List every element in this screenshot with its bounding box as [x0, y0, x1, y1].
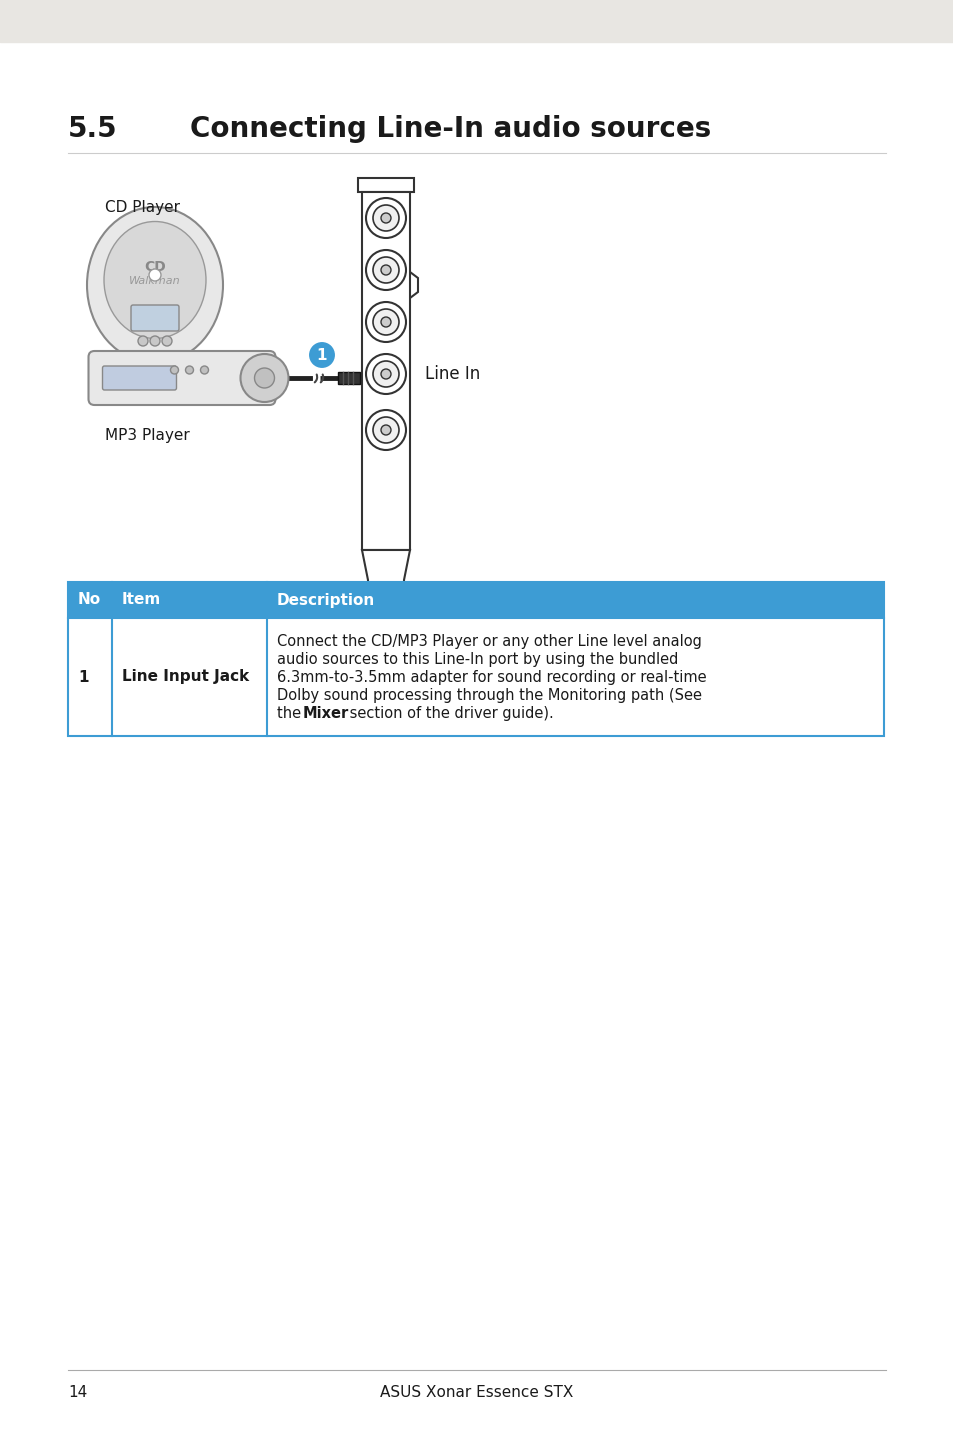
Circle shape	[308, 341, 335, 370]
Text: Walkman: Walkman	[129, 276, 181, 286]
Circle shape	[150, 336, 160, 347]
FancyBboxPatch shape	[131, 305, 179, 331]
Circle shape	[380, 426, 391, 436]
Bar	[68, 618, 883, 736]
Circle shape	[380, 213, 391, 223]
Text: Connect the CD/MP3 Player or any other Line level analog: Connect the CD/MP3 Player or any other L…	[276, 634, 701, 649]
Text: audio sources to this Line-In port by using the bundled: audio sources to this Line-In port by us…	[276, 651, 678, 667]
Text: Connecting Line-In audio sources: Connecting Line-In audio sources	[190, 115, 711, 142]
Circle shape	[171, 367, 178, 374]
Bar	[361, 193, 410, 549]
Text: Description: Description	[276, 592, 375, 607]
Polygon shape	[361, 549, 410, 610]
Text: Line Input Jack: Line Input Jack	[122, 670, 249, 684]
Circle shape	[138, 336, 148, 347]
Circle shape	[366, 410, 406, 450]
Circle shape	[185, 367, 193, 374]
Circle shape	[366, 250, 406, 290]
Text: Mixer: Mixer	[303, 706, 349, 720]
Bar	[0, 0, 953, 42]
Text: Item: Item	[122, 592, 161, 607]
Text: Line In: Line In	[424, 365, 479, 383]
Circle shape	[200, 367, 209, 374]
Circle shape	[373, 309, 398, 335]
Circle shape	[380, 370, 391, 380]
Text: 14: 14	[68, 1385, 87, 1401]
Circle shape	[373, 206, 398, 232]
Text: section of the driver guide).: section of the driver guide).	[345, 706, 553, 720]
Circle shape	[366, 354, 406, 394]
Text: MP3 Player: MP3 Player	[105, 429, 190, 443]
Circle shape	[380, 265, 391, 275]
Bar	[337, 372, 359, 384]
Circle shape	[380, 316, 391, 326]
Text: 5.5: 5.5	[68, 115, 117, 142]
Text: 1: 1	[316, 348, 327, 362]
Circle shape	[373, 257, 398, 283]
Bar	[68, 582, 883, 618]
Circle shape	[366, 302, 406, 342]
Bar	[68, 582, 883, 736]
Circle shape	[373, 361, 398, 387]
Text: Dolby sound processing through the Monitoring path (See: Dolby sound processing through the Monit…	[276, 687, 701, 703]
Bar	[357, 178, 414, 193]
FancyBboxPatch shape	[89, 351, 275, 406]
Text: CD Player: CD Player	[105, 200, 180, 216]
Text: ASUS Xonar Essence STX: ASUS Xonar Essence STX	[380, 1385, 573, 1401]
Text: 1: 1	[78, 670, 89, 684]
Circle shape	[366, 198, 406, 239]
Ellipse shape	[87, 207, 223, 362]
Circle shape	[373, 417, 398, 443]
Circle shape	[240, 354, 288, 403]
Text: No: No	[78, 592, 101, 607]
Circle shape	[149, 269, 161, 280]
FancyBboxPatch shape	[102, 367, 176, 390]
Ellipse shape	[104, 221, 206, 338]
Text: CD: CD	[144, 260, 166, 275]
Text: the: the	[276, 706, 305, 720]
Circle shape	[162, 336, 172, 347]
Text: 6.3mm-to-3.5mm adapter for sound recording or real-time: 6.3mm-to-3.5mm adapter for sound recordi…	[276, 670, 706, 684]
Circle shape	[254, 368, 274, 388]
